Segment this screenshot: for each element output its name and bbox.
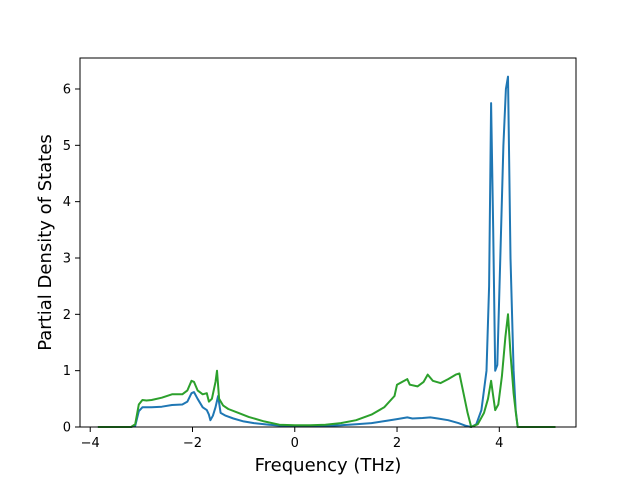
- series-line-2: [97, 313, 556, 428]
- y-tick-label: 3: [63, 251, 71, 266]
- x-tick-label: 0: [291, 436, 299, 451]
- series-line-1: [97, 75, 556, 428]
- y-tick-label: 2: [63, 308, 71, 323]
- y-tick-label: 5: [63, 139, 71, 154]
- x-tick-label: 4: [495, 436, 503, 451]
- plot-frame: [79, 57, 577, 428]
- y-tick-label: 1: [63, 364, 71, 379]
- y-tick-label: 4: [63, 195, 71, 210]
- y-tick-label: 6: [63, 82, 71, 97]
- x-tick-label: 2: [393, 436, 401, 451]
- y-axis-label: Partial Density of States: [35, 134, 56, 351]
- x-axis-ticks: −4 −2 0 2 4: [81, 427, 503, 451]
- x-tick-label: −2: [183, 436, 202, 451]
- y-axis-ticks: 0 1 2 3 4 5 6: [63, 82, 80, 436]
- y-tick-label: 0: [63, 421, 71, 436]
- series-layer: [97, 75, 556, 428]
- x-axis-label: Frequency (THz): [255, 455, 402, 476]
- x-tick-label: −4: [81, 436, 100, 451]
